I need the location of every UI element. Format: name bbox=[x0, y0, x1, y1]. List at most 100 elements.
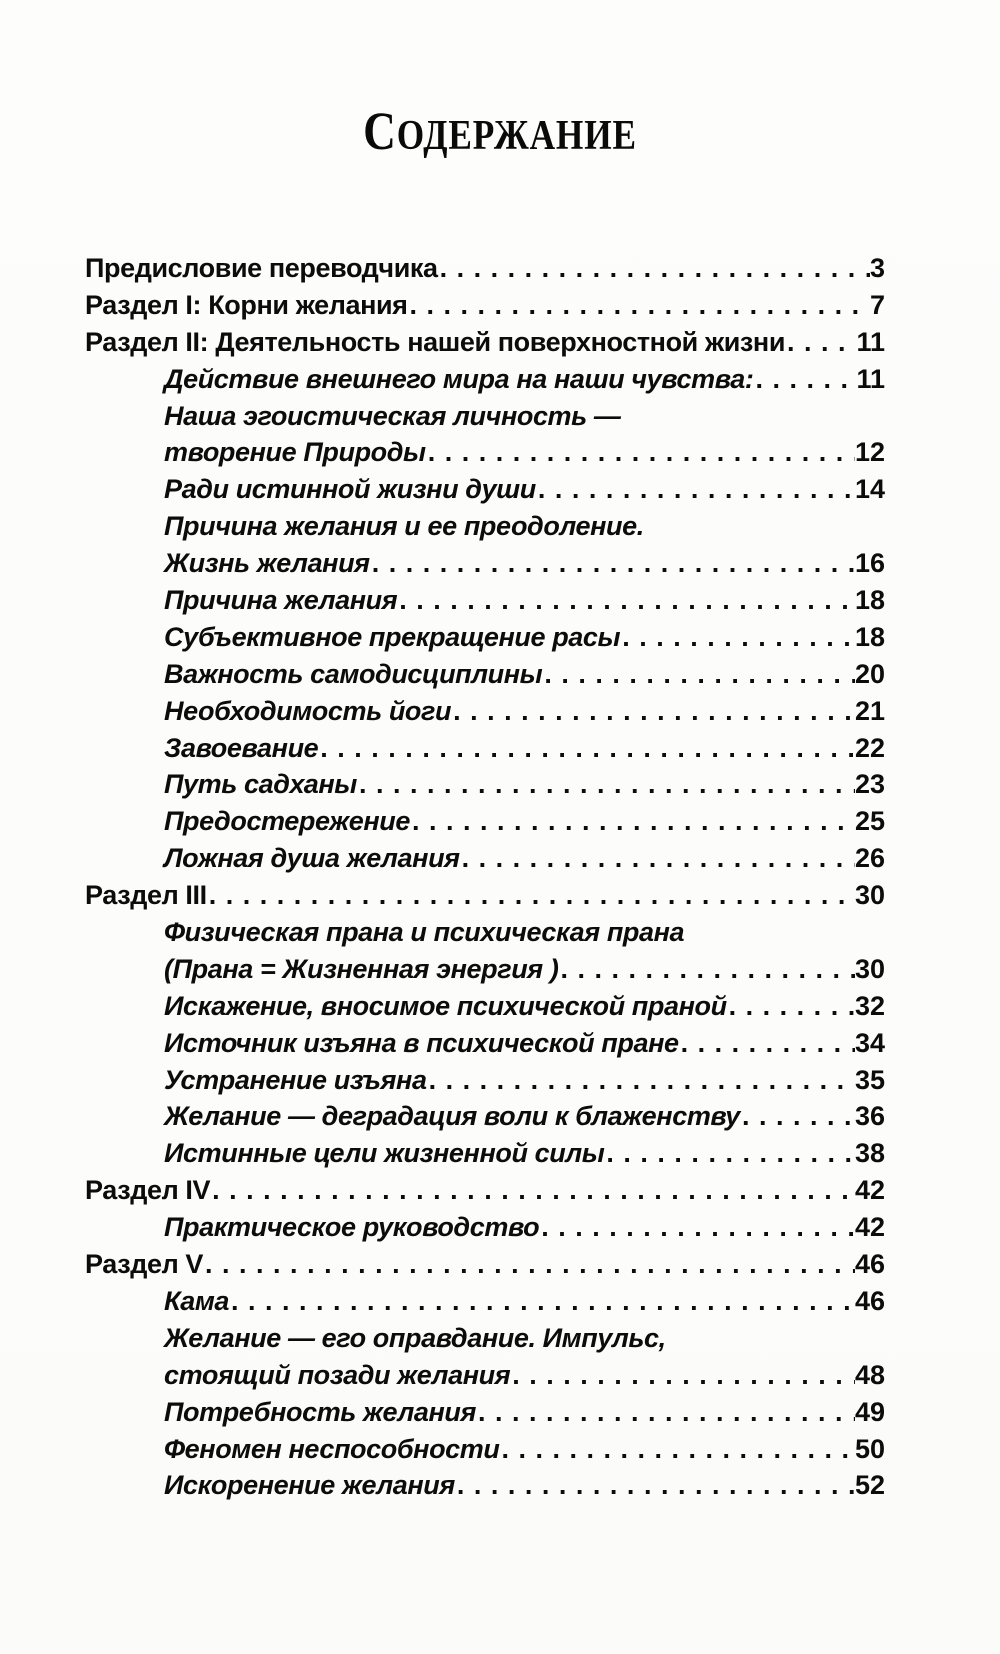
toc-entry-label: Физическая прана и психическая прана bbox=[164, 917, 685, 948]
toc-entry-label: Предисловие переводчика bbox=[85, 253, 438, 283]
toc-entry: Источник изъяна в психической пране 34 bbox=[85, 1025, 885, 1062]
toc-entry: Потребность желания 49 bbox=[85, 1394, 885, 1431]
toc-entry-label: Путь садханы bbox=[164, 769, 357, 800]
toc-entry-page-number: 11 bbox=[856, 363, 885, 394]
toc-entry-page-number: 36 bbox=[854, 1101, 885, 1132]
toc-entry-page-number: 16 bbox=[854, 548, 885, 579]
dot-leader bbox=[210, 1172, 855, 1209]
toc-entry: Искажение, вносимое психической праной 32 bbox=[85, 988, 885, 1025]
toc-entry-page-number: 7 bbox=[869, 289, 885, 320]
toc-entry-label: Причина желания и ее преодоление. bbox=[164, 511, 644, 542]
dot-leader bbox=[207, 877, 855, 914]
page-title: Содержание bbox=[363, 101, 637, 161]
toc-entry: Путь садханы 23 bbox=[85, 766, 885, 803]
toc-entry: Ради истинной жизни души 14 bbox=[85, 471, 885, 508]
toc-entry: Действие внешнего мира на наши чувства: 1… bbox=[85, 361, 885, 398]
toc-entry: творение Природы 12 bbox=[85, 434, 885, 471]
dot-leader bbox=[620, 619, 855, 656]
toc-entry-label: Кама bbox=[164, 1285, 230, 1316]
toc-entry-page-number: 50 bbox=[854, 1433, 885, 1464]
toc-entry-page-number: 22 bbox=[854, 732, 885, 763]
toc-entry: Раздел I: Корни желания 7 bbox=[85, 287, 885, 324]
toc-entry: Важность самодисциплины 20 bbox=[85, 656, 885, 693]
dot-leader bbox=[740, 1098, 855, 1135]
toc-entry-page-number: 52 bbox=[854, 1470, 885, 1501]
toc-entry-label: Раздел III bbox=[85, 880, 207, 911]
toc-entry-page-number: 30 bbox=[854, 880, 885, 911]
toc-entry-label: Желание — его оправдание. Импульс, bbox=[164, 1322, 666, 1353]
dot-leader bbox=[476, 1394, 855, 1431]
dot-leader bbox=[451, 693, 855, 730]
dot-leader bbox=[455, 1467, 855, 1504]
dot-leader bbox=[438, 250, 870, 287]
toc-entry: Раздел III 30 bbox=[85, 877, 885, 914]
toc-entry-label: Причина желания bbox=[164, 585, 398, 616]
toc-entry-label: Предостережение bbox=[164, 806, 410, 837]
toc-entry: Раздел II: Деятельность нашей поверхност… bbox=[85, 324, 885, 361]
toc-entry-page-number: 34 bbox=[854, 1027, 885, 1058]
toc-entry: Искоренение желания 52 bbox=[85, 1467, 885, 1504]
toc-entry-label: Действие внешнего мира на наши чувства: bbox=[164, 363, 754, 394]
dot-leader bbox=[559, 951, 855, 988]
toc-entry-page-number: 20 bbox=[854, 658, 885, 689]
toc-entry-label: Искажение, вносимое психической праной bbox=[164, 990, 727, 1021]
dot-leader bbox=[679, 1025, 855, 1062]
toc-entry-label: Раздел V bbox=[85, 1249, 204, 1280]
toc-entry: Желание — его оправдание. Импульс, bbox=[85, 1320, 885, 1357]
dot-leader bbox=[397, 582, 855, 619]
toc-entry-page-number: 18 bbox=[854, 585, 885, 616]
toc-entry: Наша эгоистическая личность — bbox=[85, 398, 885, 435]
dot-leader bbox=[510, 1357, 855, 1394]
dot-leader bbox=[410, 803, 855, 840]
toc-entry-label: (Прана = Жизненная энергия ) bbox=[164, 953, 559, 984]
toc-entry: Субъективное прекращение расы 18 bbox=[85, 619, 885, 656]
toc-entry: Необходимость йоги 21 bbox=[85, 693, 885, 730]
toc-entry-page-number: 14 bbox=[854, 474, 885, 505]
dot-leader bbox=[604, 1135, 855, 1172]
toc-entry-page-number: 25 bbox=[854, 806, 885, 837]
toc-entry: Физическая прана и психическая прана bbox=[85, 914, 885, 951]
toc-entry-page-number: 46 bbox=[854, 1285, 885, 1316]
toc-entry-label: Потребность желания bbox=[164, 1396, 476, 1427]
toc-entry-page-number: 26 bbox=[854, 843, 885, 874]
toc-entry-page-number: 23 bbox=[854, 769, 885, 800]
toc-entry: Причина желания и ее преодоление. bbox=[85, 508, 885, 545]
toc-entry-page-number: 32 bbox=[854, 990, 885, 1021]
toc-entry: Устранение изъяна 35 bbox=[85, 1062, 885, 1099]
toc-entry-page-number: 42 bbox=[854, 1212, 885, 1243]
toc-entry: Жизнь желания 16 bbox=[85, 545, 885, 582]
toc-entry-label: Желание — деградация воли к блаженству bbox=[164, 1101, 740, 1132]
toc-entry-label: Необходимость йоги bbox=[164, 695, 452, 726]
toc-entry: Практическое руководство 42 bbox=[85, 1209, 885, 1246]
toc-entry-page-number: 18 bbox=[854, 621, 885, 652]
toc-entry-label: Практическое руководство bbox=[164, 1212, 540, 1243]
toc-entry-label: Раздел IV bbox=[85, 1175, 211, 1206]
toc-entry: стоящий позади желания 48 bbox=[85, 1357, 885, 1394]
toc-entry-label: Истинные цели жизненной силы bbox=[164, 1138, 605, 1169]
toc-entry: Кама 46 bbox=[85, 1283, 885, 1320]
toc-entry: Ложная душа желания 26 bbox=[85, 840, 885, 877]
dot-leader bbox=[500, 1431, 855, 1468]
toc-entry: Причина желания 18 bbox=[85, 582, 885, 619]
toc-entry-label: Искоренение желания bbox=[164, 1470, 455, 1501]
dot-leader bbox=[727, 988, 855, 1025]
dot-leader bbox=[542, 656, 855, 693]
dot-leader bbox=[203, 1246, 855, 1283]
toc-list: Предисловие переводчика 3 Раздел I: Корни … bbox=[85, 250, 885, 1504]
toc-entry-page-number: 21 bbox=[854, 695, 885, 726]
toc-entry: Феномен неспособности 50 bbox=[85, 1431, 885, 1468]
toc-entry-label: стоящий позади желания bbox=[164, 1359, 511, 1390]
dot-leader bbox=[357, 766, 855, 803]
toc-entry: Предостережение 25 bbox=[85, 803, 885, 840]
dot-leader bbox=[536, 471, 855, 508]
toc-entry: Завоевание 22 bbox=[85, 730, 885, 767]
dot-leader bbox=[427, 1062, 855, 1099]
toc-entry-page-number: 49 bbox=[854, 1396, 885, 1427]
toc-entry-label: Наша эгоистическая личность — bbox=[164, 400, 621, 431]
dot-leader bbox=[408, 287, 870, 324]
toc-entry: Предисловие переводчика 3 bbox=[85, 250, 885, 287]
toc-entry-label: Ради истинной жизни души bbox=[164, 474, 536, 505]
toc-entry-label: Субъективное прекращение расы bbox=[164, 621, 621, 652]
toc-entry-label: Завоевание bbox=[164, 732, 319, 763]
